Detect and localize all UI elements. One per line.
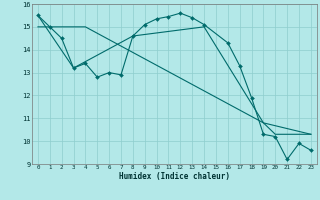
X-axis label: Humidex (Indice chaleur): Humidex (Indice chaleur)	[119, 172, 230, 181]
